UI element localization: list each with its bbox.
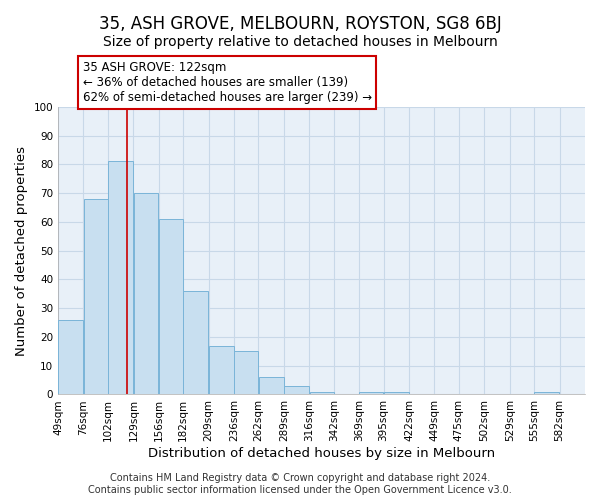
Bar [108,162,133,394]
Bar [284,386,309,394]
Bar [58,320,83,394]
Text: Contains HM Land Registry data © Crown copyright and database right 2024.
Contai: Contains HM Land Registry data © Crown c… [88,474,512,495]
Text: 35, ASH GROVE, MELBOURN, ROYSTON, SG8 6BJ: 35, ASH GROVE, MELBOURN, ROYSTON, SG8 6B… [98,15,502,33]
X-axis label: Distribution of detached houses by size in Melbourn: Distribution of detached houses by size … [148,447,495,460]
Text: 35 ASH GROVE: 122sqm
← 36% of detached houses are smaller (139)
62% of semi-deta: 35 ASH GROVE: 122sqm ← 36% of detached h… [83,61,371,104]
Bar [310,392,334,394]
Bar [83,199,107,394]
Bar [134,193,158,394]
Bar [209,346,234,395]
Bar [234,352,258,395]
Bar [159,219,183,394]
Y-axis label: Number of detached properties: Number of detached properties [15,146,28,356]
Bar [384,392,409,394]
Text: Size of property relative to detached houses in Melbourn: Size of property relative to detached ho… [103,35,497,49]
Bar [259,377,284,394]
Bar [184,291,208,395]
Bar [359,392,383,394]
Bar [535,392,559,394]
